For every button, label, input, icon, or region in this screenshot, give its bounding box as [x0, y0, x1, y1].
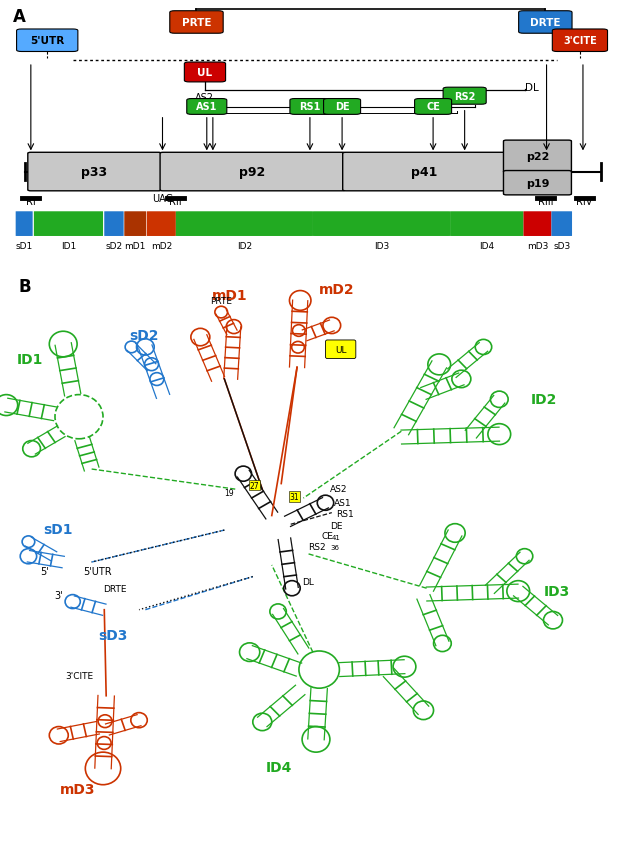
Text: RIII: RIII [538, 197, 553, 207]
Text: 19: 19 [224, 489, 234, 498]
Text: sD2: sD2 [106, 241, 123, 251]
Text: RII: RII [169, 197, 181, 207]
Text: RIV: RIV [576, 197, 592, 207]
Text: p33: p33 [82, 166, 107, 179]
Text: DE: DE [330, 522, 343, 531]
Text: DL: DL [302, 577, 314, 587]
Text: DRTE: DRTE [530, 18, 561, 28]
FancyBboxPatch shape [504, 171, 571, 196]
Text: AS1: AS1 [334, 499, 351, 507]
Text: ID3: ID3 [544, 585, 570, 598]
Text: RS1: RS1 [336, 509, 354, 518]
Text: 31: 31 [289, 493, 299, 501]
Text: PRTE: PRTE [182, 18, 211, 28]
Text: ID4: ID4 [479, 241, 494, 251]
Text: sD2: sD2 [130, 329, 159, 343]
Text: ID1: ID1 [17, 352, 44, 366]
Text: ID4: ID4 [265, 760, 292, 775]
FancyBboxPatch shape [324, 100, 361, 116]
Text: RI: RI [26, 197, 36, 207]
FancyBboxPatch shape [343, 153, 506, 192]
Text: p19: p19 [526, 178, 549, 188]
Text: 41: 41 [332, 534, 341, 540]
FancyBboxPatch shape [176, 212, 313, 236]
Text: 5': 5' [40, 566, 49, 576]
FancyBboxPatch shape [16, 30, 78, 52]
Text: RS1: RS1 [299, 102, 320, 112]
FancyBboxPatch shape [104, 212, 124, 236]
Text: AS1: AS1 [196, 102, 217, 112]
FancyBboxPatch shape [551, 212, 572, 236]
FancyBboxPatch shape [552, 30, 607, 52]
Text: p92: p92 [240, 166, 265, 179]
Text: mD1: mD1 [125, 241, 146, 251]
Text: 3'CITE: 3'CITE [563, 36, 597, 46]
Text: sD1: sD1 [43, 522, 73, 536]
Text: mD2: mD2 [319, 283, 355, 296]
FancyBboxPatch shape [504, 141, 571, 173]
Text: DE: DE [335, 102, 349, 112]
Text: sD3: sD3 [98, 628, 127, 642]
Text: p41: p41 [411, 166, 437, 179]
FancyBboxPatch shape [415, 100, 452, 116]
Text: UAG: UAG [152, 193, 173, 203]
FancyBboxPatch shape [443, 88, 486, 106]
Text: A: A [13, 8, 25, 26]
Text: mD1: mD1 [212, 289, 247, 303]
Text: mD3: mD3 [526, 241, 548, 251]
Text: mD2: mD2 [150, 241, 172, 251]
FancyBboxPatch shape [28, 153, 161, 192]
FancyBboxPatch shape [185, 63, 226, 83]
Text: RS2: RS2 [308, 543, 326, 552]
Text: mD3: mD3 [60, 782, 95, 796]
Text: AS2: AS2 [195, 93, 214, 102]
Text: DL: DL [525, 84, 539, 94]
Text: DRTE: DRTE [103, 584, 127, 593]
Text: 3': 3' [54, 591, 63, 600]
FancyBboxPatch shape [160, 153, 345, 192]
Text: p22: p22 [526, 152, 549, 162]
Text: ID3: ID3 [374, 241, 389, 251]
Text: AS2: AS2 [330, 484, 348, 494]
FancyBboxPatch shape [147, 212, 176, 236]
FancyBboxPatch shape [125, 212, 146, 236]
Text: PRTE: PRTE [210, 297, 232, 306]
Text: sD1: sD1 [16, 241, 33, 251]
Text: 5'UTR: 5'UTR [30, 36, 64, 46]
Text: 36: 36 [331, 544, 339, 550]
FancyBboxPatch shape [523, 212, 551, 236]
FancyBboxPatch shape [519, 12, 572, 35]
Text: ID1: ID1 [61, 241, 76, 251]
Text: UL: UL [197, 68, 212, 78]
FancyBboxPatch shape [170, 12, 223, 35]
Text: RS2: RS2 [454, 92, 475, 101]
Text: UL: UL [335, 345, 346, 354]
Text: 27: 27 [250, 481, 259, 490]
Text: 3'CITE: 3'CITE [65, 672, 94, 680]
Text: B: B [19, 278, 32, 296]
Text: ID2: ID2 [531, 392, 557, 407]
Text: 5'UTR: 5'UTR [83, 566, 112, 576]
FancyBboxPatch shape [16, 212, 33, 236]
Text: sD3: sD3 [553, 241, 570, 251]
Text: CE: CE [321, 531, 333, 540]
Text: CE: CE [426, 102, 440, 112]
FancyBboxPatch shape [290, 100, 330, 116]
FancyBboxPatch shape [313, 212, 450, 236]
FancyBboxPatch shape [187, 100, 227, 116]
Text: ID2: ID2 [237, 241, 252, 251]
FancyBboxPatch shape [34, 212, 103, 236]
FancyBboxPatch shape [450, 212, 523, 236]
FancyBboxPatch shape [325, 341, 356, 360]
